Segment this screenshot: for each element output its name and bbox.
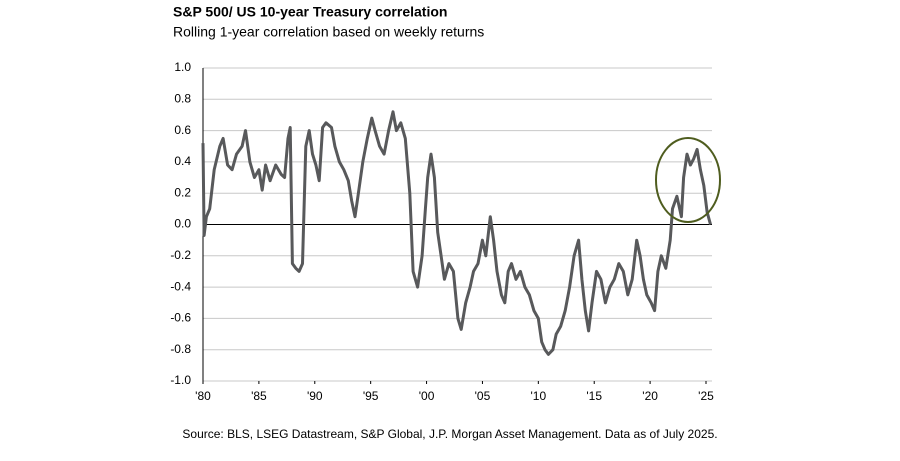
y-tick-label: -0.6	[170, 311, 191, 325]
chart-subtitle: Rolling 1-year correlation based on week…	[173, 24, 484, 40]
x-tick-label: '00	[419, 389, 435, 403]
y-tick-label: 0.2	[174, 185, 191, 199]
x-tick-label: '95	[363, 389, 379, 403]
y-tick-label: -0.8	[170, 342, 191, 356]
y-tick-label: -0.4	[170, 279, 191, 293]
x-tick-label: '20	[642, 389, 658, 403]
x-tick-label: '10	[531, 389, 547, 403]
y-tick-label: 0.8	[174, 91, 191, 105]
highlight-ellipse	[655, 137, 721, 223]
source-note: Source: BLS, LSEG Datastream, S&P Global…	[182, 427, 717, 441]
chart-title: S&P 500/ US 10-year Treasury correlation	[173, 4, 447, 20]
y-tick-label: 0.4	[174, 154, 191, 168]
x-tick-label: '15	[586, 389, 602, 403]
y-tick-label: 0.0	[174, 217, 191, 231]
data-line	[201, 110, 712, 356]
y-tick-label: -1.0	[170, 373, 191, 387]
x-tick-label: '90	[307, 389, 323, 403]
y-tick-label: 1.0	[174, 60, 191, 74]
y-tick-label: -0.2	[170, 248, 191, 262]
x-tick-label: '25	[698, 389, 714, 403]
y-tick-label: 0.6	[174, 123, 191, 137]
x-tick-label: '80	[195, 389, 211, 403]
x-tick-label: '05	[475, 389, 491, 403]
x-tick-label: '85	[251, 389, 267, 403]
plot-area: 1.0 0.8 0.6 0.4 0.2 0.0 -0.2 -0.4 -0.6 -0.8 -1.0 '8…	[170, 60, 714, 403]
